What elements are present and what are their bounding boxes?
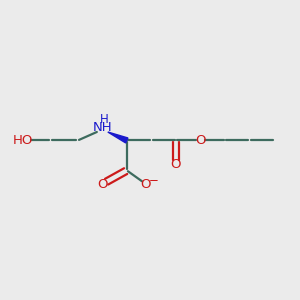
- Text: H: H: [100, 113, 109, 126]
- Polygon shape: [108, 132, 128, 143]
- Text: O: O: [171, 158, 181, 172]
- Text: HO: HO: [13, 134, 33, 147]
- Text: O: O: [97, 178, 107, 190]
- Text: NH: NH: [92, 121, 112, 134]
- Text: O: O: [141, 178, 151, 190]
- Text: O: O: [195, 134, 206, 147]
- Text: −: −: [148, 174, 158, 187]
